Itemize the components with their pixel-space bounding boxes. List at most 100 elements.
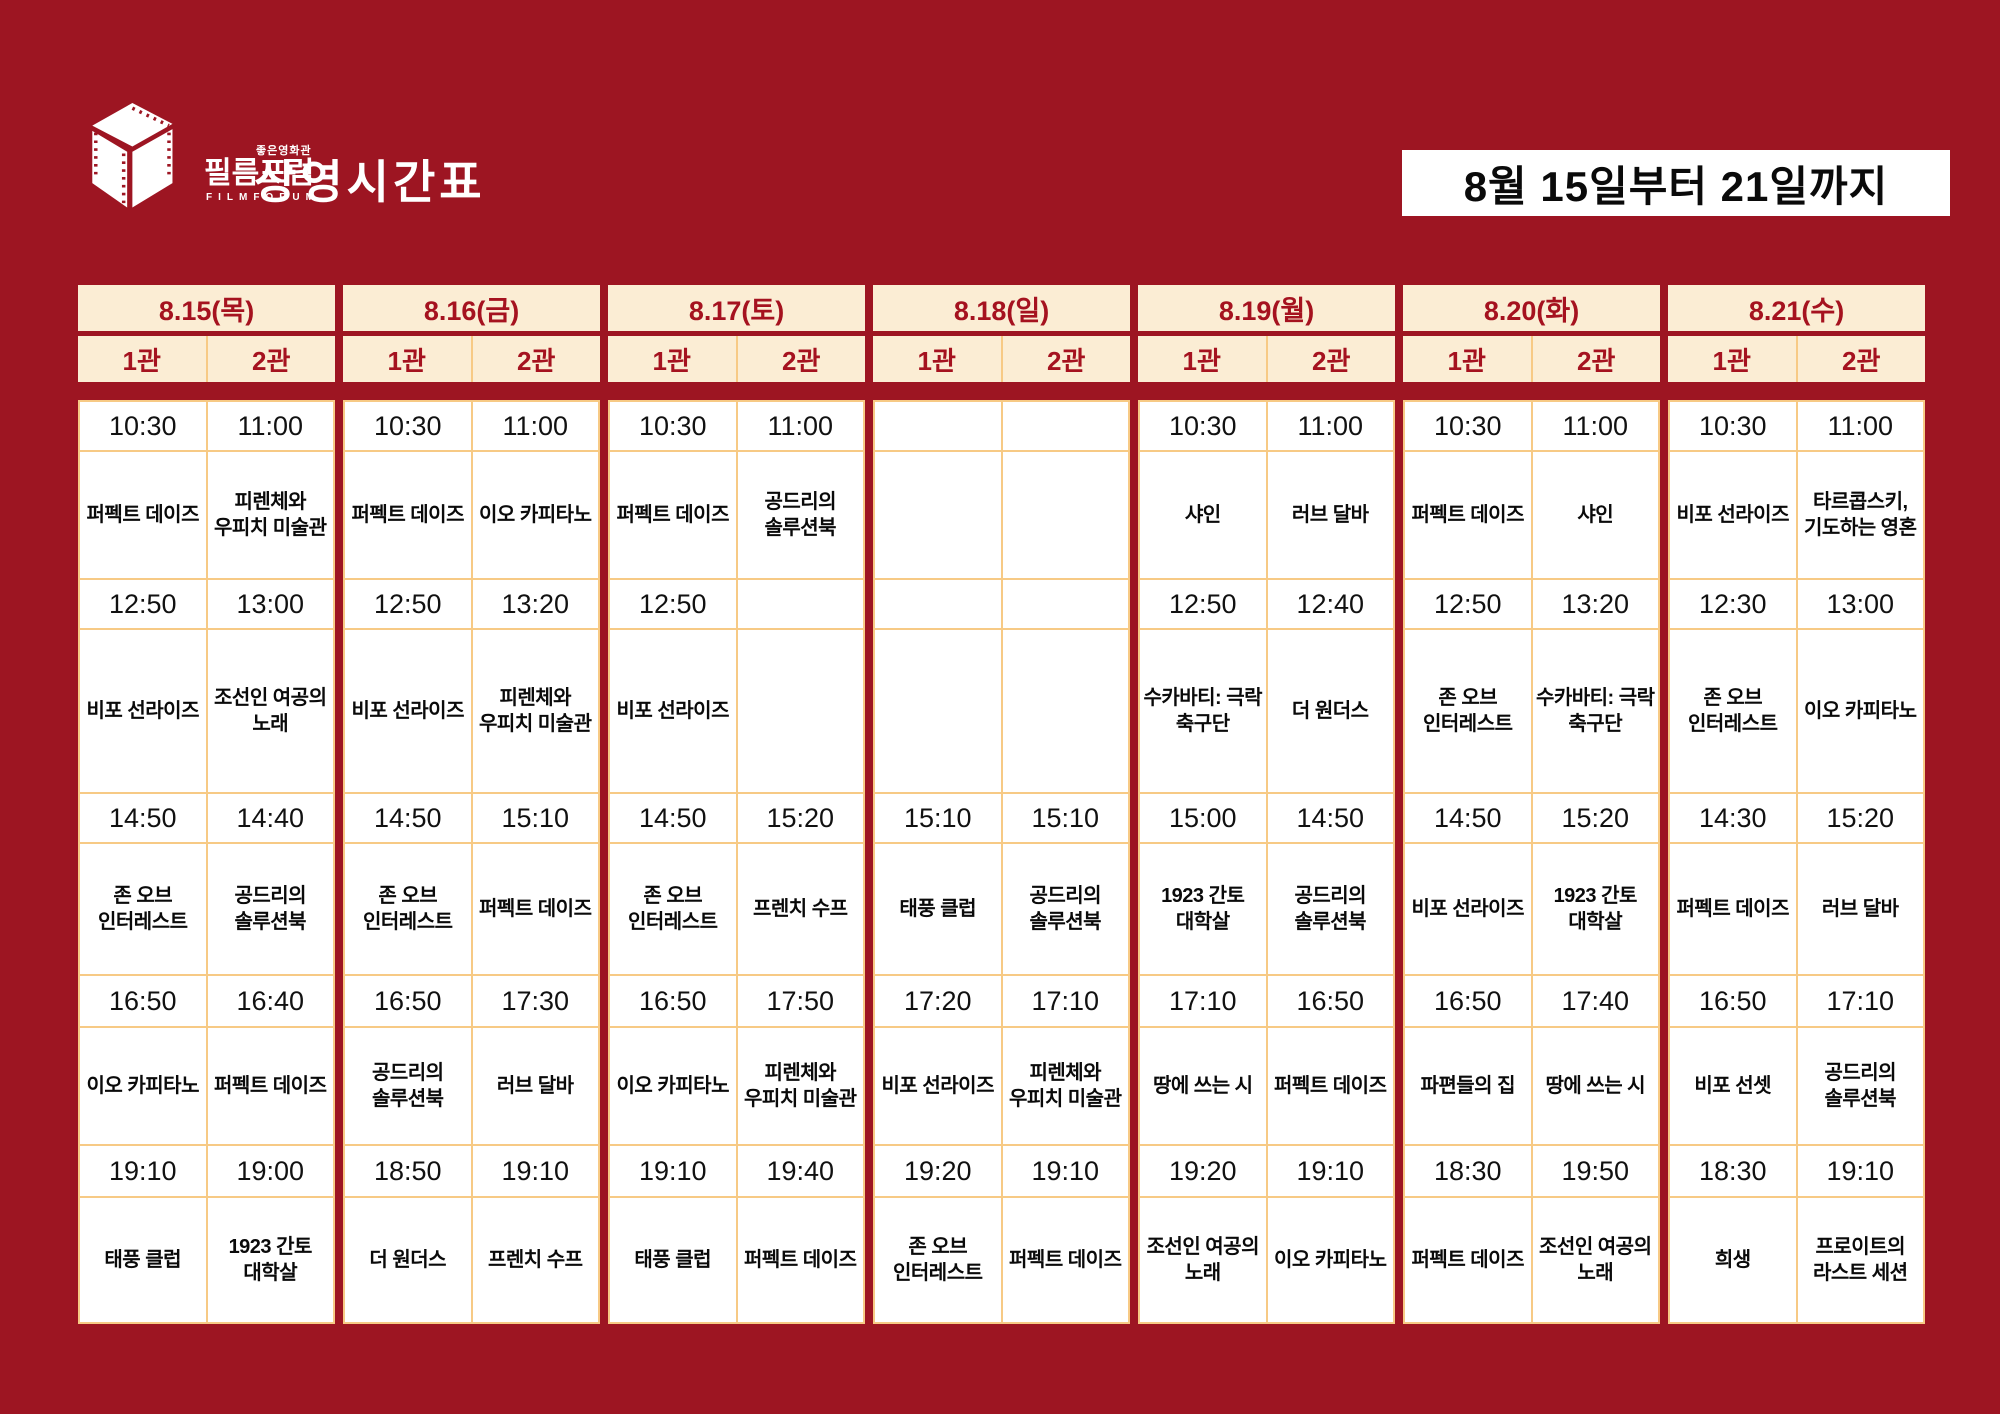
movie-cell: 수카바티: 극락 축구단	[1532, 630, 1658, 792]
screen-header: 2관	[737, 336, 865, 382]
time-cell: 12:50	[1405, 580, 1531, 628]
time-cell: 15:10	[472, 794, 598, 842]
movie-cell: 러브 달바	[1267, 452, 1393, 578]
movie-cell: 존 오브 인터레스트	[80, 844, 206, 974]
movie-cell: 퍼펙트 데이즈	[1405, 1198, 1531, 1322]
time-cell	[1002, 402, 1128, 450]
screen-header: 1관	[343, 336, 471, 382]
movie-cell: 프렌치 수프	[472, 1198, 598, 1322]
movie-cell: 러브 달바	[472, 1028, 598, 1144]
time-cell: 12:50	[1140, 580, 1266, 628]
time-cell: 11:00	[737, 402, 863, 450]
day-column: 8.17(토) 1관 2관 10:30 퍼펙트 데이즈 11:00 공드리의 솔루션북 12:…	[608, 285, 865, 1324]
screen-header: 1관	[1668, 336, 1796, 382]
time-cell: 17:40	[1532, 976, 1658, 1026]
screen-header-row: 1관 2관	[1138, 336, 1395, 382]
day-body: 10:30 퍼펙트 데이즈 11:00 피렌체와 우피치 미술관 12:50 비포 선라이…	[78, 400, 335, 1324]
time-cell: 12:40	[1267, 580, 1393, 628]
movie-cell: 존 오브 인터레스트	[345, 844, 471, 974]
time-cell	[875, 402, 1001, 450]
movie-cell: 비포 선라이즈	[875, 1028, 1001, 1144]
movie-cell: 존 오브 인터레스트	[610, 844, 736, 974]
screen-header: 2관	[1532, 336, 1660, 382]
time-cell: 13:00	[207, 580, 333, 628]
movie-cell: 비포 선라이즈	[1670, 452, 1796, 578]
movie-cell: 공드리의 솔루션북	[345, 1028, 471, 1144]
time-cell: 17:30	[472, 976, 598, 1026]
movie-cell: 퍼펙트 데이즈	[472, 844, 598, 974]
time-cell: 13:00	[1797, 580, 1923, 628]
movie-cell: 공드리의 솔루션북	[737, 452, 863, 578]
movie-cell: 프렌치 수프	[737, 844, 863, 974]
time-cell: 16:40	[207, 976, 333, 1026]
movie-cell	[737, 630, 863, 792]
time-cell: 11:00	[1532, 402, 1658, 450]
screen-header: 1관	[1138, 336, 1266, 382]
movie-cell: 퍼펙트 데이즈	[80, 452, 206, 578]
movie-cell: 퍼펙트 데이즈	[1670, 844, 1796, 974]
time-cell: 16:50	[80, 976, 206, 1026]
movie-cell: 러브 달바	[1797, 844, 1923, 974]
time-cell: 19:10	[80, 1146, 206, 1196]
time-cell: 10:30	[610, 402, 736, 450]
screen-header: 1관	[608, 336, 736, 382]
movie-cell: 조선인 여공의 노래	[1140, 1198, 1266, 1322]
time-cell: 13:20	[472, 580, 598, 628]
time-cell	[737, 580, 863, 628]
movie-cell: 태풍 클럽	[610, 1198, 736, 1322]
time-cell: 17:10	[1797, 976, 1923, 1026]
movie-cell: 존 오브 인터레스트	[875, 1198, 1001, 1322]
time-cell: 18:30	[1405, 1146, 1531, 1196]
time-cell: 17:10	[1002, 976, 1128, 1026]
movie-cell: 존 오브 인터레스트	[1405, 630, 1531, 792]
date-header: 8.18(일)	[873, 285, 1130, 331]
time-cell: 16:50	[1405, 976, 1531, 1026]
time-cell: 18:50	[345, 1146, 471, 1196]
day-body: 10:30 비포 선라이즈 11:00 타르콥스키, 기도하는 영혼 12:30 존 오브…	[1668, 400, 1925, 1324]
movie-cell: 샤인	[1140, 452, 1266, 578]
screen-header: 1관	[873, 336, 1001, 382]
time-cell: 16:50	[1670, 976, 1796, 1026]
time-cell: 17:50	[737, 976, 863, 1026]
day-body: 10:30 샤인 11:00 러브 달바 12:50 수카바티: 극락 축구단 12:40 더…	[1138, 400, 1395, 1324]
time-cell: 18:30	[1670, 1146, 1796, 1196]
screen-header-row: 1관 2관	[1403, 336, 1660, 382]
time-cell: 19:10	[1002, 1146, 1128, 1196]
time-cell: 15:20	[737, 794, 863, 842]
time-cell: 10:30	[1140, 402, 1266, 450]
time-cell: 15:00	[1140, 794, 1266, 842]
time-cell	[875, 580, 1001, 628]
day-column: 8.16(금) 1관 2관 10:30 퍼펙트 데이즈 11:00 이오 카피타노 12:50…	[343, 285, 600, 1324]
date-header: 8.20(화)	[1403, 285, 1660, 331]
movie-cell: 땅에 쓰는 시	[1140, 1028, 1266, 1144]
logo-name: 필름포럼	[204, 157, 315, 190]
date-header: 8.21(수)	[1668, 285, 1925, 331]
time-cell: 11:00	[1267, 402, 1393, 450]
day-body: 10:30 퍼펙트 데이즈 11:00 이오 카피타노 12:50 비포 선라이즈 13:2…	[343, 400, 600, 1324]
time-cell: 19:20	[875, 1146, 1001, 1196]
movie-cell: 이오 카피타노	[1797, 630, 1923, 792]
screen-header: 1관	[1403, 336, 1531, 382]
movie-cell: 공드리의 솔루션북	[1797, 1028, 1923, 1144]
date-header: 8.17(토)	[608, 285, 865, 331]
time-cell: 15:10	[875, 794, 1001, 842]
screen-header-row: 1관 2관	[873, 336, 1130, 382]
time-cell: 10:30	[345, 402, 471, 450]
movie-cell: 1923 간토 대학살	[1532, 844, 1658, 974]
movie-cell: 파편들의 집	[1405, 1028, 1531, 1144]
movie-cell: 샤인	[1532, 452, 1658, 578]
movie-cell: 피렌체와 우피치 미술관	[472, 630, 598, 792]
time-cell: 14:30	[1670, 794, 1796, 842]
movie-cell: 타르콥스키, 기도하는 영혼	[1797, 452, 1923, 578]
day-column: 8.20(화) 1관 2관 10:30 퍼펙트 데이즈 11:00 샤인 12:50 존 오브 …	[1403, 285, 1660, 1324]
time-cell: 12:50	[610, 580, 736, 628]
movie-cell: 1923 간토 대학살	[1140, 844, 1266, 974]
movie-cell: 피렌체와 우피치 미술관	[737, 1028, 863, 1144]
movie-cell: 비포 선라이즈	[345, 630, 471, 792]
time-cell: 12:50	[345, 580, 471, 628]
logo-text: 좋은영화관 필름포럼 FILMFORUM	[204, 146, 320, 203]
date-range-label: 8월 15일부터 21일까지	[1463, 162, 1889, 210]
time-cell: 15:20	[1532, 794, 1658, 842]
time-cell: 17:10	[1140, 976, 1266, 1026]
movie-cell: 태풍 클럽	[80, 1198, 206, 1322]
